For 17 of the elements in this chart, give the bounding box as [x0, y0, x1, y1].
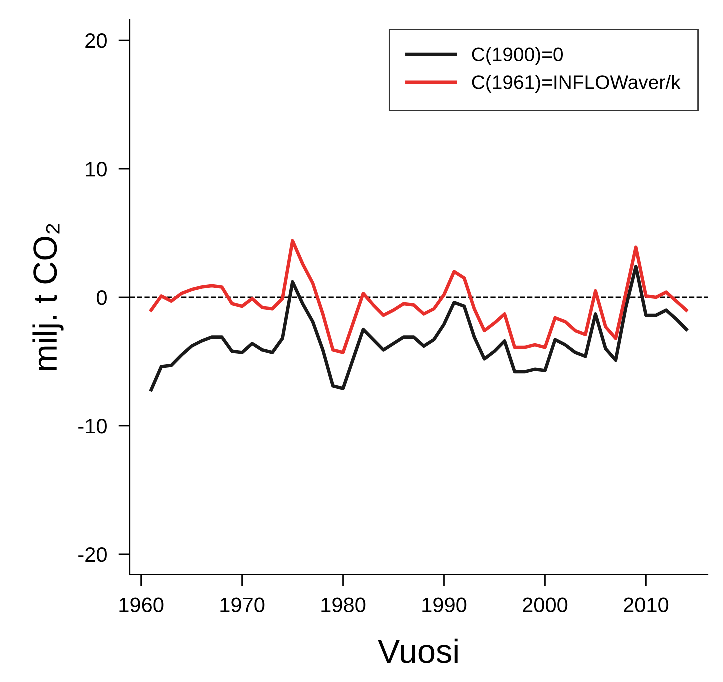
x-axis-title: Vuosi — [378, 638, 458, 664]
y-tick-label: 10 — [86, 162, 107, 177]
x-tick-label: 1980 — [322, 598, 366, 613]
legend-label: C(1900)=0 — [472, 47, 564, 66]
y-tick-label: -20 — [78, 547, 107, 562]
y-tick-label: 20 — [86, 34, 107, 48]
x-tick-label: 1960 — [120, 598, 164, 613]
line-series — [150, 239, 688, 354]
x-tick-label: 2010 — [624, 598, 669, 613]
x-tick-label: 1990 — [422, 598, 467, 613]
line-series — [150, 264, 688, 392]
legend-label: C(1961)=INFLOWaver/k — [472, 75, 681, 94]
y-tick-label: -10 — [78, 418, 107, 434]
y-axis-title: milj. t CO₂ — [32, 224, 64, 370]
y-tick-label: 0 — [97, 290, 107, 306]
x-tick-label: 2000 — [523, 598, 568, 613]
x-tick-label: 1970 — [220, 598, 265, 613]
